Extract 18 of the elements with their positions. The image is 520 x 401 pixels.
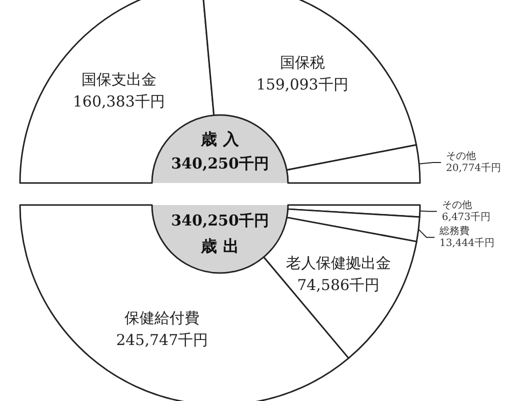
text: 340,250千円	[171, 154, 269, 172]
slice-label: その他	[442, 198, 472, 211]
data-label: 6,473千円	[442, 210, 491, 223]
slice-label: 国保税	[280, 53, 325, 72]
data-label: 74,586千円	[297, 276, 380, 294]
slice-label: 国保支出金	[81, 70, 156, 89]
slice-label: 老人保健拠出金	[286, 254, 391, 272]
data-label: 245,747千円	[116, 331, 208, 350]
data-label: 13,444千円	[440, 236, 495, 249]
data-label: 160,383千円	[72, 92, 165, 111]
slice-label: 総務費	[438, 224, 470, 237]
text: 340,250千円	[171, 212, 269, 230]
slice-label: 保健給付費	[124, 309, 200, 328]
slice-label: その他	[446, 150, 476, 162]
data-label: 20,774千円	[446, 162, 502, 174]
text: 歳 出	[200, 236, 239, 256]
text: 歳 入	[200, 130, 240, 148]
data-label: 159,093千円	[256, 75, 348, 94]
